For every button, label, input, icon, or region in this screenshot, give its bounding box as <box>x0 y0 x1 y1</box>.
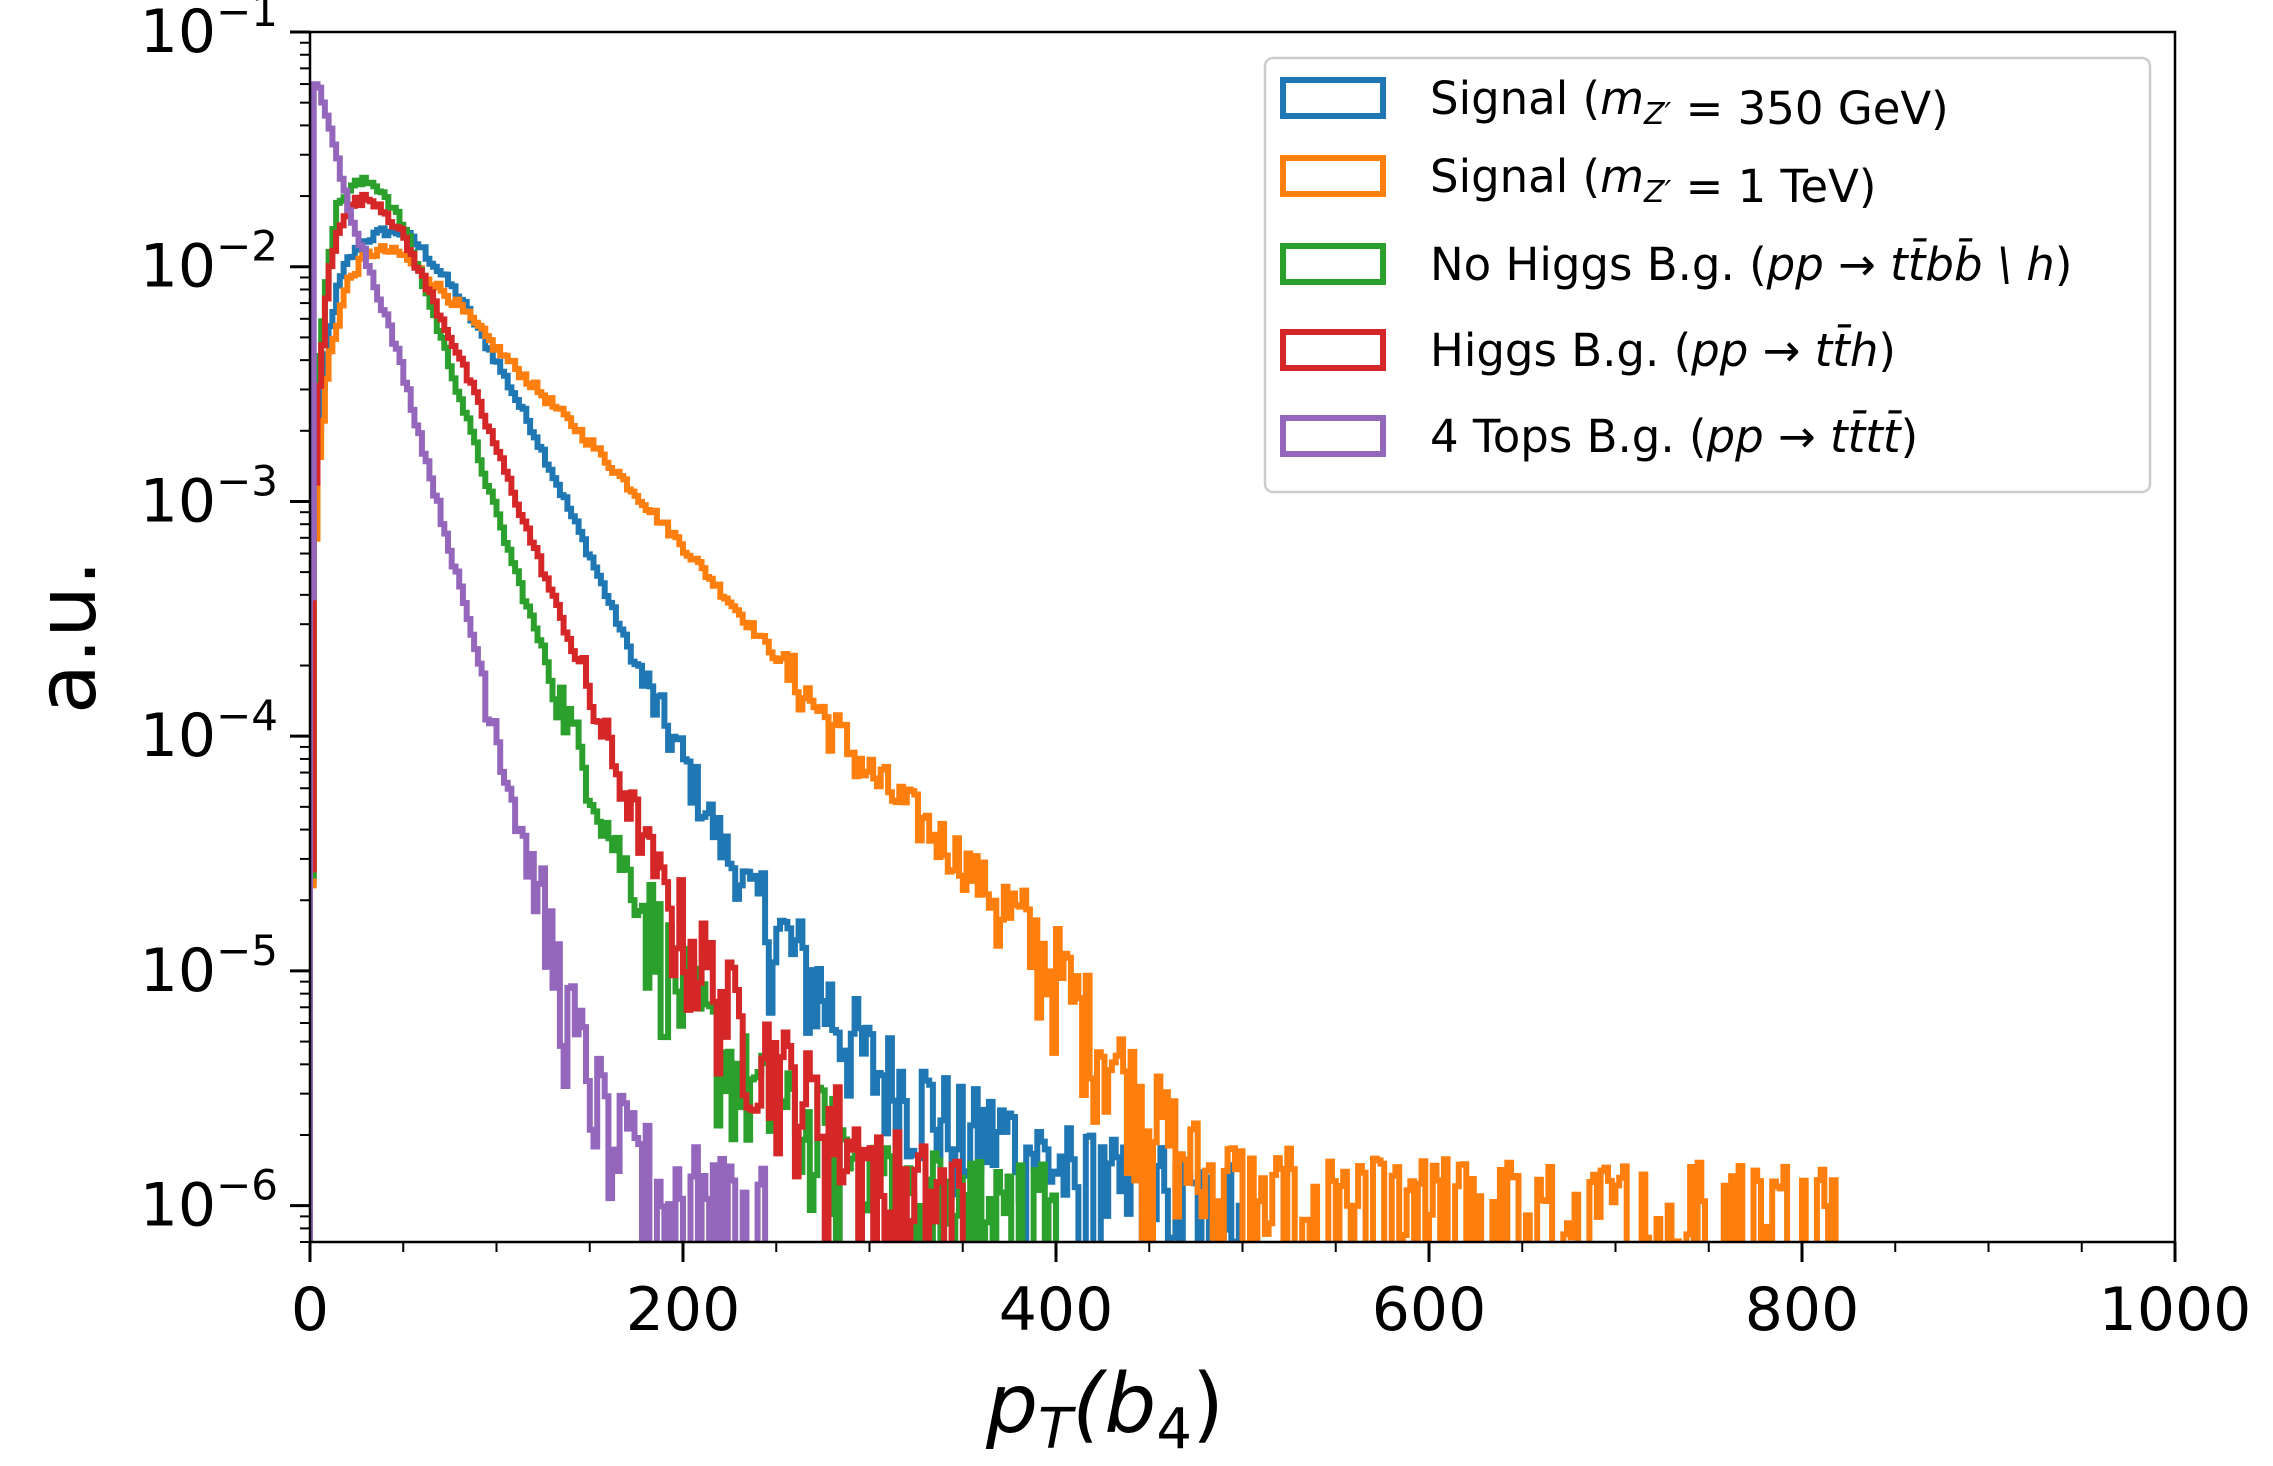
x-tick-label: 0 <box>291 1275 329 1345</box>
legend-swatch-5 <box>1280 415 1386 457</box>
legend: Signal (mZ′ = 350 GeV) Signal (mZ′ = 1 Te… <box>1263 56 2152 494</box>
legend-swatch-3 <box>1280 243 1386 285</box>
legend-label-3: No Higgs B.g. (pp → tt̄bb̄ \ h) <box>1430 238 2072 291</box>
series-2-histogram <box>310 243 1843 1242</box>
y-tick-label: 10−2 <box>140 222 278 302</box>
legend-swatch-4 <box>1280 329 1386 371</box>
legend-label-5: 4 Tops B.g. (pp → tt̄tt̄) <box>1430 410 1918 463</box>
y-tick-label: 10−4 <box>140 691 278 771</box>
legend-label-4: Higgs B.g. (pp → tt̄h) <box>1430 324 1896 377</box>
legend-swatch-2 <box>1280 155 1386 197</box>
y-tick-label: 10−6 <box>140 1161 278 1241</box>
series-4-histogram <box>310 191 966 1242</box>
legend-label-1: Signal (mZ′ = 350 GeV) <box>1430 72 1949 135</box>
y-axis: 10−6 10−5 10−4 10−3 10−2 10−1 <box>140 0 310 1243</box>
x-tick-label: 200 <box>626 1275 741 1345</box>
x-tick-label: 400 <box>999 1275 1114 1345</box>
x-axis: 0 200 400 600 800 1000 <box>291 1242 2251 1345</box>
x-tick-label: 600 <box>1372 1275 1487 1345</box>
x-tick-label: 800 <box>1745 1275 1860 1345</box>
y-tick-label: 10−3 <box>140 456 278 536</box>
y-tick-label: 10−1 <box>140 0 278 67</box>
y-axis-label: a.u. <box>20 560 115 714</box>
series-1-histogram <box>310 225 1246 1242</box>
series-layer <box>310 81 1843 1242</box>
x-axis-label: pT(b4) <box>985 1357 1224 1462</box>
y-tick-label: 10−5 <box>140 926 278 1006</box>
legend-swatch-1 <box>1280 77 1386 119</box>
x-tick-label: 1000 <box>2099 1275 2252 1345</box>
legend-label-2: Signal (mZ′ = 1 TeV) <box>1430 150 1876 213</box>
legend-box <box>1263 56 2152 494</box>
series-5-histogram <box>310 81 780 1242</box>
